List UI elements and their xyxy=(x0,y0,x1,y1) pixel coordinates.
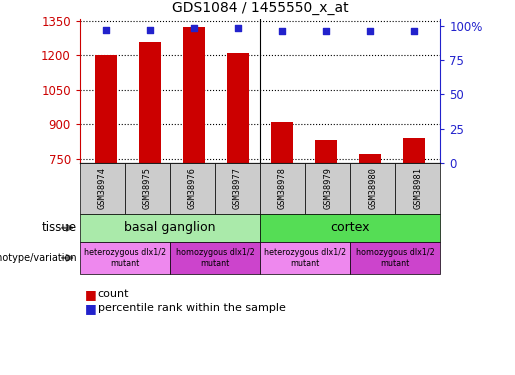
Bar xyxy=(215,163,260,214)
Bar xyxy=(260,242,350,274)
Bar xyxy=(139,42,161,163)
Text: cortex: cortex xyxy=(331,221,370,234)
Point xyxy=(366,28,374,34)
Bar xyxy=(183,27,205,163)
Text: heterozygous dlx1/2
mutant: heterozygous dlx1/2 mutant xyxy=(84,248,166,267)
Text: basal ganglion: basal ganglion xyxy=(124,221,216,234)
Bar xyxy=(80,163,125,214)
Bar xyxy=(170,242,260,274)
Text: percentile rank within the sample: percentile rank within the sample xyxy=(98,303,286,313)
Text: GSM38980: GSM38980 xyxy=(368,168,377,210)
Text: GSM38978: GSM38978 xyxy=(278,168,287,210)
Text: tissue: tissue xyxy=(42,221,77,234)
Text: homozygous dlx1/2
mutant: homozygous dlx1/2 mutant xyxy=(356,248,435,267)
Bar xyxy=(350,242,440,274)
Point xyxy=(102,27,110,33)
Text: genotype/variation: genotype/variation xyxy=(0,253,77,263)
Bar xyxy=(271,122,293,163)
Point xyxy=(322,28,330,34)
Bar xyxy=(396,163,440,214)
Text: ■: ■ xyxy=(85,302,97,315)
Bar xyxy=(170,163,215,214)
Bar xyxy=(80,214,260,242)
Title: GDS1084 / 1455550_x_at: GDS1084 / 1455550_x_at xyxy=(172,1,348,15)
Bar xyxy=(260,214,440,242)
Bar xyxy=(315,140,337,163)
Bar xyxy=(227,53,249,163)
Text: homozygous dlx1/2
mutant: homozygous dlx1/2 mutant xyxy=(176,248,254,267)
Point xyxy=(190,26,198,32)
Text: GSM38977: GSM38977 xyxy=(233,168,242,210)
Bar xyxy=(403,138,425,163)
Text: GSM38981: GSM38981 xyxy=(414,168,422,210)
Point xyxy=(146,27,154,33)
Bar xyxy=(125,163,170,214)
Text: GSM38979: GSM38979 xyxy=(323,168,332,210)
Bar xyxy=(95,56,117,163)
Text: count: count xyxy=(98,290,129,299)
Text: GSM38976: GSM38976 xyxy=(188,168,197,210)
Bar xyxy=(350,163,396,214)
Text: GSM38975: GSM38975 xyxy=(143,168,152,210)
Bar xyxy=(80,242,170,274)
Point xyxy=(410,28,418,34)
Bar xyxy=(260,163,305,214)
Text: heterozygous dlx1/2
mutant: heterozygous dlx1/2 mutant xyxy=(264,248,346,267)
Text: GSM38974: GSM38974 xyxy=(98,168,107,210)
Bar xyxy=(359,154,381,163)
Point xyxy=(278,28,286,34)
Point xyxy=(234,26,242,32)
Text: ■: ■ xyxy=(85,288,97,301)
Bar xyxy=(305,163,350,214)
